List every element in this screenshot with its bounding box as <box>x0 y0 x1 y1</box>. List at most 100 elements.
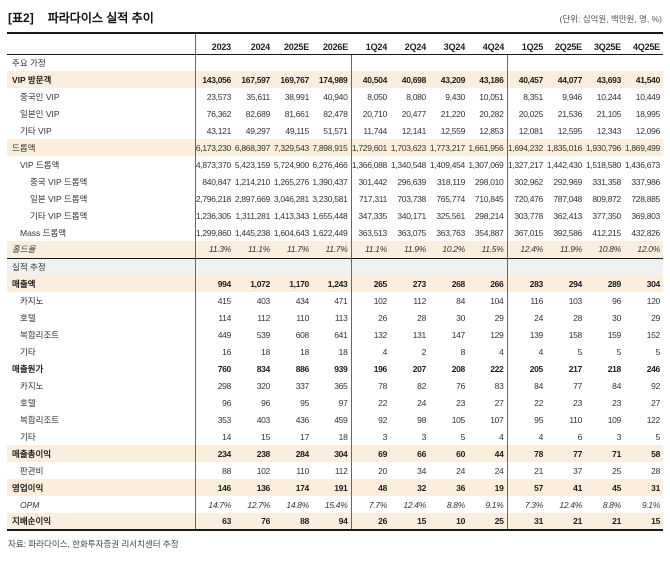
table-row: OPM 14.7% 12.7% 14.8% 15.4% 7.7% 12.4% 8.8% 9.1%… <box>7 496 663 513</box>
row-label: 기타 <box>7 343 196 360</box>
cell: 15 <box>390 513 429 530</box>
cell: 97 <box>312 394 352 411</box>
cell: 325,561 <box>436 210 465 221</box>
cell: 765,774 <box>436 193 465 204</box>
cell: 45 <box>585 479 624 496</box>
col-header-2024: 2024 <box>234 33 273 55</box>
table-row: 기타 VIP 드롭액 1,236,305 1,311,281 1,413,343 1,6… <box>7 207 663 224</box>
cell: 12.4% <box>403 499 426 510</box>
cell: 720,476 <box>514 193 543 204</box>
cell: 5,423,159 <box>234 159 270 170</box>
cell: 88 <box>222 465 231 476</box>
cell: 102 <box>373 295 388 306</box>
table-row: 카지노 298 320 337 365 78 82 76 83 84 77 84 92 <box>7 377 663 394</box>
cell: 8,080 <box>406 91 426 102</box>
cell: 20,282 <box>468 105 508 122</box>
cell: 21 <box>585 513 624 530</box>
cell: 208 <box>451 363 466 374</box>
cell: 1,869,499 <box>624 139 663 156</box>
cell: 320 <box>256 380 271 391</box>
cell: 15 <box>261 431 270 442</box>
cell: 6,868,397 <box>234 139 273 156</box>
row-label: 카지노 <box>7 292 196 309</box>
cell: 38,991 <box>284 91 310 102</box>
cell: 191 <box>312 479 352 496</box>
col-header-2Q24: 2Q24 <box>390 33 429 55</box>
row-label: VIP 드롭액 <box>7 156 196 173</box>
cell: 303,778 <box>514 210 543 221</box>
cell: 2,796,218 <box>195 193 231 204</box>
cell: 82,689 <box>245 108 271 119</box>
cell: 20,710 <box>362 108 388 119</box>
cell: 363,513 <box>358 227 387 238</box>
cell: 331,358 <box>592 176 621 187</box>
cell: 1,307,069 <box>468 156 508 173</box>
col-header-4Q24: 4Q24 <box>468 33 507 55</box>
cell: 2 <box>421 346 427 357</box>
cell: 403 <box>256 295 271 306</box>
cell: 392,586 <box>553 227 582 238</box>
cell: 12,559 <box>440 125 466 136</box>
cell: 1,409,454 <box>429 159 465 170</box>
cell <box>195 54 234 71</box>
cell: 10 <box>429 513 468 530</box>
col-header-4Q25E: 4Q25E <box>624 33 663 55</box>
cell: 1,729,601 <box>351 139 390 156</box>
cell: 608 <box>295 329 310 340</box>
cell: 12.7% <box>247 499 270 510</box>
cell: 717,311 <box>359 193 387 204</box>
cell: 120 <box>646 295 661 306</box>
cell: 301,442 <box>358 176 387 187</box>
cell: 95 <box>534 414 543 425</box>
cell: 11.1% <box>234 241 273 258</box>
cell: 58 <box>624 445 663 462</box>
cell: 28 <box>651 465 660 476</box>
cell: 337,986 <box>631 176 660 187</box>
row-label: 기타 VIP 드롭액 <box>7 207 196 224</box>
cell: 44,077 <box>546 71 585 88</box>
cell: 43,693 <box>585 71 624 88</box>
cell: 112 <box>413 295 426 306</box>
cell: 11.7% <box>273 241 312 258</box>
cell: 1,835,016 <box>546 139 585 156</box>
cell: 363,763 <box>436 227 465 238</box>
cell: 304 <box>312 445 352 462</box>
cell: 40,457 <box>507 71 546 88</box>
financial-table: 2023 2024 2025E 2026E 1Q24 2Q24 3Q24 4Q24 1Q25 2Q… <box>7 32 663 531</box>
cell: 840,847 <box>202 176 231 187</box>
cell: 37 <box>573 465 582 476</box>
table-row: Mass 드롭액 1,299,860 1,445,238 1,604,643 1,622… <box>7 224 663 241</box>
cell: 96 <box>222 397 231 408</box>
cell: 196 <box>373 363 388 374</box>
cell: 787,048 <box>553 193 582 204</box>
cell: 363,075 <box>397 227 426 238</box>
cell: 116 <box>530 295 543 306</box>
cell: 5,724,900 <box>273 159 309 170</box>
cell: 217 <box>568 363 583 374</box>
cell: 9.1% <box>468 496 508 513</box>
col-header-2Q25E: 2Q25E <box>546 33 585 55</box>
cell <box>624 54 663 71</box>
cell: 1,661,956 <box>468 139 508 156</box>
cell: 5 <box>577 346 583 357</box>
cell: 222 <box>468 360 508 377</box>
cell: 49,297 <box>245 125 271 136</box>
cell: 159 <box>607 329 622 340</box>
cell: 1,442,430 <box>546 159 582 170</box>
cell <box>585 54 624 71</box>
cell: 809,872 <box>592 193 621 204</box>
cell: 9,946 <box>562 91 582 102</box>
corner-cell <box>7 33 196 55</box>
cell: 10,051 <box>468 88 508 105</box>
cell: 1,390,437 <box>312 173 352 190</box>
row-label: 기타 <box>7 428 196 445</box>
table-row: 홀드율 11.3% 11.1% 11.7% 11.7% 11.1% 11.9% 10.2% 11… <box>7 241 663 258</box>
cell: 11.9% <box>546 241 585 258</box>
table-row: 기타 14 15 17 18 3 3 5 4 4 6 3 5 <box>7 428 663 445</box>
cell: 32 <box>390 479 429 496</box>
cell: 12.4% <box>559 499 582 510</box>
cell: 26 <box>378 312 387 323</box>
cell: 1,340,548 <box>390 159 426 170</box>
cell: 28 <box>573 312 582 323</box>
cell: 84 <box>456 295 465 306</box>
